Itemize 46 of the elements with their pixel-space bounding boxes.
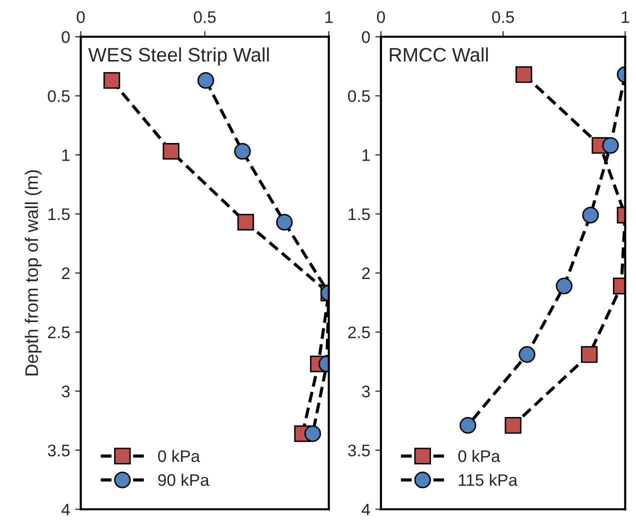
y-tick-label: 0	[62, 31, 70, 43]
point	[580, 346, 598, 363]
point	[460, 417, 476, 434]
y-tick-label: 1.5	[348, 208, 370, 220]
y-tick-label: 3	[362, 386, 370, 398]
point	[582, 206, 599, 224]
y-tick-label: 0.5	[348, 90, 370, 102]
y-tick-label: 1.5	[48, 208, 70, 220]
y-tick-label: 0	[362, 31, 370, 43]
legend-label: 0 kPa	[158, 450, 200, 462]
y-tick-label: 3.5	[48, 444, 70, 456]
y-tick-label: 3.5	[348, 444, 370, 456]
x-tick-label: 0	[76, 11, 85, 24]
x-tick-label: 0	[376, 11, 385, 24]
point	[103, 72, 120, 89]
text: WES Steel Strip Wall	[88, 47, 269, 66]
point	[304, 425, 322, 442]
point	[602, 137, 619, 154]
x-tick-label: 0.5	[492, 11, 514, 24]
point	[197, 72, 214, 89]
x-tick-label: 1	[325, 11, 333, 23]
point	[504, 417, 522, 434]
y-tick-label: 2.5	[48, 326, 70, 338]
y-tick-label: 4	[61, 504, 70, 516]
y-axis-title: Depth from top of wall (m)	[24, 170, 42, 376]
chart-title: RMCC Wall	[390, 47, 488, 62]
point	[276, 214, 293, 231]
y-tick-label: 2	[362, 267, 370, 280]
x-tick-label: 0.5	[194, 11, 216, 24]
point	[234, 143, 251, 160]
y-tick-label: 2.5	[348, 326, 370, 338]
point	[237, 214, 254, 231]
y-tick-label: 4	[362, 504, 370, 516]
point	[162, 143, 180, 160]
point	[516, 66, 532, 83]
legend-label: 0 kPa	[458, 450, 500, 462]
y-tick-label: 1	[62, 149, 70, 161]
x-tick-label: 1	[622, 11, 630, 23]
y-tick-label: 2	[62, 267, 70, 280]
y-tick-label: 1	[362, 149, 370, 161]
point	[556, 278, 572, 294]
y-tick-label: 0.5	[48, 90, 70, 102]
legend-label: 115 kPa	[458, 474, 518, 486]
point	[518, 346, 536, 363]
y-tick-label: 3	[62, 386, 70, 398]
legend-label: 90 kPa	[158, 474, 210, 486]
